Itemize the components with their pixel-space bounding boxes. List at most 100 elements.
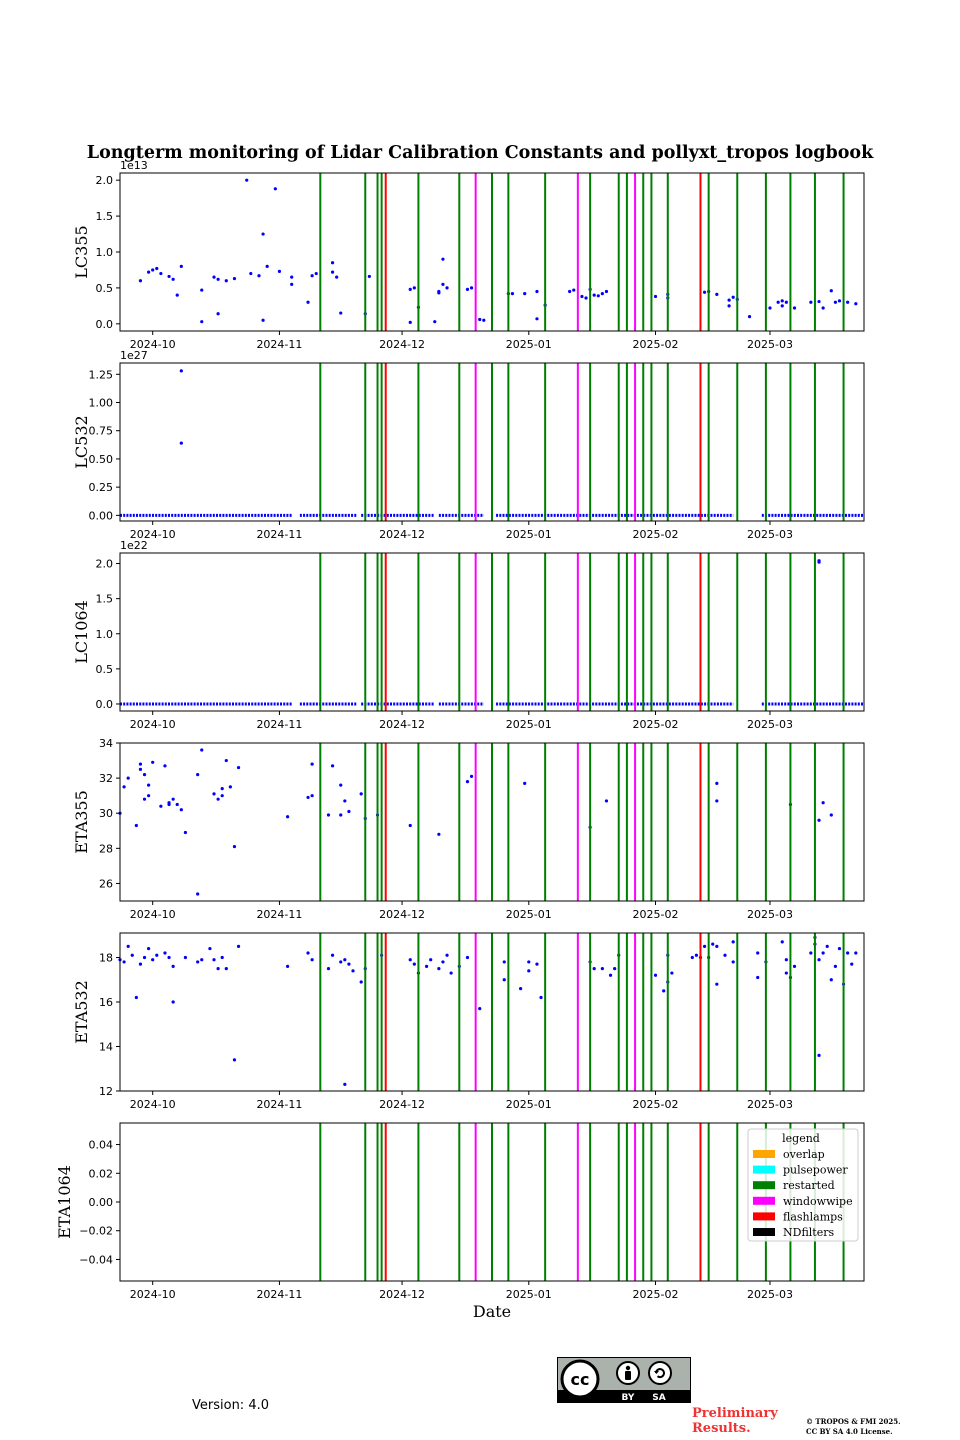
legend-swatch-NDfilters (753, 1228, 775, 1236)
x-axis-label: Date (473, 1302, 511, 1321)
data-point (502, 978, 506, 982)
data-point (662, 989, 666, 993)
x-tick-label: 2024-11 (256, 338, 302, 351)
data-point (441, 257, 445, 261)
data-point (310, 762, 314, 766)
data-point (196, 773, 200, 777)
copyright-line-1: © TROPOS & FMI 2025. (806, 1417, 901, 1426)
x-tick-label: 2025-01 (506, 338, 552, 351)
x-tick-label: 2024-11 (256, 1098, 302, 1111)
data-point (236, 944, 241, 948)
data-point (147, 783, 151, 787)
data-point (232, 1058, 237, 1062)
data-point (727, 298, 731, 302)
data-point (817, 818, 821, 822)
data-point (731, 960, 735, 964)
data-point (142, 797, 147, 801)
data-point (147, 270, 151, 274)
data-point (482, 318, 486, 322)
data-point (179, 808, 183, 812)
x-tick-label: 2024-10 (130, 908, 176, 921)
data-point (465, 287, 470, 291)
data-point (347, 809, 351, 814)
data-point (306, 795, 310, 800)
x-tick-label: 2024-11 (256, 908, 302, 921)
x-tick-label: 2024-11 (256, 718, 302, 731)
data-point (232, 276, 237, 281)
data-point (306, 951, 310, 955)
badge-sa-label: SA (652, 1393, 665, 1403)
x-tick-label: 2025-02 (633, 718, 679, 731)
data-point (179, 441, 183, 445)
data-point (290, 282, 294, 286)
x-tick-label: 2024-10 (130, 528, 176, 541)
data-point (122, 960, 126, 964)
data-point (261, 232, 265, 236)
data-point (138, 962, 143, 966)
x-tick-label: 2025-01 (506, 908, 552, 921)
data-point (437, 832, 441, 836)
legend-label-windowwipe: windowwipe (783, 1195, 853, 1208)
legend-swatch-pulsepower (753, 1165, 775, 1174)
x-tick-label: 2025-02 (633, 1098, 679, 1111)
data-point (159, 271, 163, 276)
data-point (445, 286, 449, 290)
copyright-line-2: CC BY SA 4.0 License. (806, 1427, 893, 1436)
data-point (138, 279, 143, 283)
data-point (784, 300, 788, 304)
data-point (314, 271, 318, 276)
data-point (196, 960, 200, 964)
subplot-stack: 0.0 0.5 1.0 1.5 2.0 2024-10 2024-11 2024-12 2025… (55, 159, 865, 1301)
chart-title: Longterm monitoring of Lidar Calibration… (87, 143, 874, 163)
data-point (200, 320, 204, 324)
data-point (290, 275, 294, 279)
data-point (343, 799, 347, 803)
data-point (613, 967, 617, 971)
data-point (134, 995, 138, 1000)
x-tick-label: 2025-03 (747, 1288, 793, 1301)
data-point (183, 830, 188, 835)
data-point (220, 787, 224, 791)
data-point (175, 802, 179, 807)
data-point (837, 299, 842, 303)
y-tick-label: 28 (99, 842, 113, 855)
data-point (600, 967, 604, 971)
x-tick-label: 2025-03 (747, 718, 793, 731)
data-point (200, 748, 204, 752)
data-point (261, 318, 265, 322)
x-tick-label: 2024-12 (379, 338, 425, 351)
x-tick-label: 2024-10 (130, 1098, 176, 1111)
subplot-eta532: 12 14 16 18 2024-10 2024-11 2024-12 2025-01 2025… (72, 932, 865, 1111)
data-point (465, 780, 470, 784)
axis-offset-text: 1e13 (120, 159, 148, 172)
data-point (408, 958, 412, 962)
data-point (510, 292, 515, 296)
badge-by-label: BY (622, 1393, 635, 1403)
data-point (212, 958, 216, 962)
x-tick-label: 2025-02 (633, 908, 679, 921)
y-tick-label: 32 (99, 772, 113, 785)
x-tick-label: 2024-12 (379, 1288, 425, 1301)
data-point (163, 951, 167, 955)
data-point (715, 944, 719, 948)
data-point (711, 942, 715, 946)
sa-share-alike-icon (648, 1361, 672, 1385)
data-point (142, 773, 147, 777)
data-point (220, 955, 224, 960)
data-point (723, 953, 727, 957)
y-tick-label: 2.0 (96, 174, 114, 187)
data-point (817, 1053, 821, 1057)
data-point (122, 785, 126, 789)
subplot-lc1064: 0.0 0.5 1.0 1.5 2.0 2024-10 2024-11 2024-12 2025… (72, 539, 865, 731)
legend-label-restarted: restarted (783, 1179, 835, 1192)
axes-frame (119, 742, 865, 902)
x-tick-label: 2024-11 (256, 528, 302, 541)
data-point (535, 317, 539, 321)
data-point (412, 962, 416, 966)
data-point (147, 946, 151, 951)
data-point (134, 823, 138, 828)
data-point (837, 946, 842, 951)
data-point (784, 958, 788, 962)
data-point (277, 269, 282, 273)
data-point (347, 962, 351, 966)
